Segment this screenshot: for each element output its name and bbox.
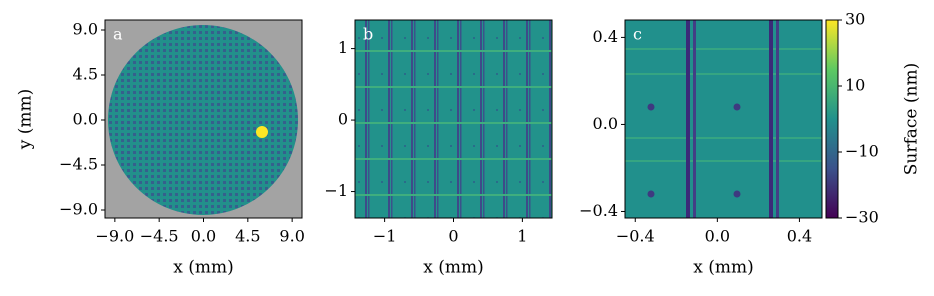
y-tick-label: 1 (338, 38, 348, 57)
x-tick-label: −1 (373, 227, 397, 246)
x-axis-label: x (mm) (423, 258, 484, 278)
x-tick-label: 1 (517, 227, 527, 246)
colorbar (826, 20, 838, 218)
colorbar-tick-label: −30 (845, 208, 879, 227)
panel-label: c (633, 25, 642, 44)
x-tick-label: −4.5 (140, 227, 179, 246)
colorbar-label: Surface (nm) (902, 63, 922, 175)
y-tick-label: 4.5 (73, 65, 98, 84)
x-axis-label: x (mm) (693, 258, 754, 278)
x-tick-label: 0.4 (787, 227, 812, 246)
colorbar-tick-label: 10 (845, 76, 865, 95)
x-tick-label: −0.4 (616, 227, 655, 246)
y-tick-label: 0.0 (73, 110, 98, 129)
panel-label: a (113, 25, 123, 44)
y-tick-label: 0 (338, 110, 348, 129)
x-tick-label: 0 (448, 227, 458, 246)
colorbar-tick-label: −10 (845, 142, 879, 161)
image-c (625, 20, 822, 218)
colorbar-frame (825, 19, 839, 219)
y-tick-label: 0.0 (593, 114, 618, 133)
y-tick-label: −4.5 (59, 155, 98, 174)
y-axis-label: y (mm) (16, 89, 36, 151)
x-tick-label: 0.0 (705, 227, 730, 246)
x-tick-label: 4.5 (235, 227, 260, 246)
y-tick-label: −1 (324, 181, 348, 200)
panel-label: b (363, 25, 373, 44)
image-b (355, 20, 552, 218)
x-tick-label: 9.0 (279, 227, 304, 246)
colorbar-tick-label: 30 (845, 10, 865, 29)
axes-frame (624, 19, 823, 219)
image-a (105, 20, 302, 218)
x-tick-label: 0.0 (191, 227, 216, 246)
y-tick-label: −0.4 (579, 201, 618, 220)
y-tick-label: 9.0 (73, 20, 98, 39)
x-axis-label: x (mm) (173, 258, 234, 278)
x-tick-label: −9.0 (95, 227, 134, 246)
y-tick-label: 0.4 (593, 27, 618, 46)
y-tick-label: −9.0 (59, 200, 98, 219)
